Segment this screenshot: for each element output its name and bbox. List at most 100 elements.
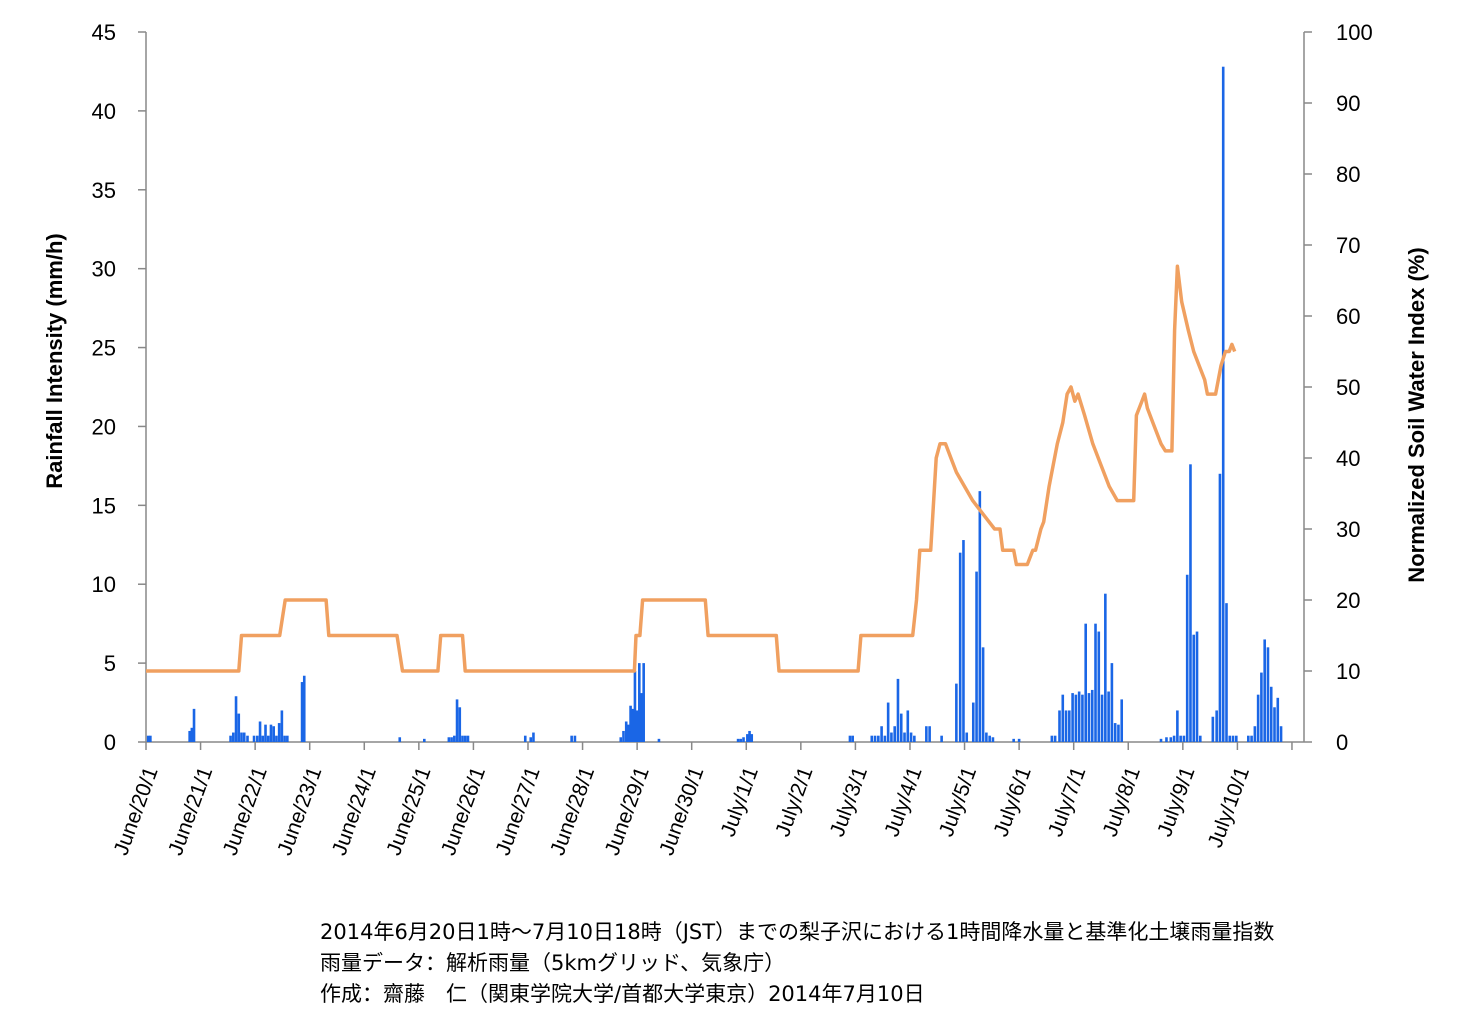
rain-bar	[627, 724, 630, 742]
x-tick-label: June/30/1	[655, 764, 708, 859]
rain-bar	[423, 738, 426, 742]
rain-bar	[229, 735, 232, 742]
rain-bar	[1228, 735, 1232, 742]
rain-bar	[1179, 735, 1182, 742]
right-tick-label: 10	[1336, 659, 1360, 684]
rain-bar	[928, 726, 931, 742]
rain-bar	[1077, 691, 1081, 742]
rain-bar	[277, 723, 281, 742]
rain-bar	[955, 683, 958, 742]
rain-bar	[529, 737, 533, 742]
rain-bar	[1159, 738, 1163, 742]
rain-bar	[913, 735, 916, 742]
x-tick-label: June/25/1	[382, 764, 435, 859]
rain-bar	[873, 735, 877, 742]
x-tick-label: July/1/1	[717, 764, 763, 840]
rain-bar	[192, 708, 196, 742]
rain-bar	[466, 735, 470, 742]
rain-bar	[633, 671, 637, 742]
rain-bar	[1276, 697, 1280, 742]
rain-bar	[1250, 735, 1253, 742]
right-tick-label: 40	[1336, 446, 1360, 471]
rain-bar	[624, 721, 628, 742]
x-tick-label: July/10/1	[1204, 764, 1254, 851]
rain-bar	[978, 491, 982, 742]
x-tick-label: July/4/1	[880, 764, 926, 840]
rain-bar	[1107, 691, 1110, 742]
rain-bar	[870, 735, 874, 742]
rain-bar	[1273, 707, 1276, 742]
rain-bar	[269, 724, 273, 742]
rain-bar	[1231, 735, 1235, 742]
rain-bar	[461, 735, 464, 742]
rain-bar	[1081, 694, 1084, 742]
rain-bar	[237, 713, 241, 742]
rain-bar	[242, 732, 246, 742]
rain-bar	[981, 647, 985, 742]
rain-bar	[1084, 623, 1087, 742]
chart-axes	[138, 31, 1312, 750]
rain-bar	[985, 732, 988, 742]
rain-bar	[638, 663, 641, 742]
left-tick-label: 10	[92, 572, 116, 597]
rain-bar	[450, 737, 453, 742]
rain-bar	[302, 675, 306, 742]
rain-bar	[1198, 735, 1202, 742]
rain-bar	[1225, 603, 1228, 742]
rain-bar	[1074, 694, 1078, 742]
rain-bar	[1104, 593, 1107, 742]
rain-bar	[240, 732, 243, 742]
rain-bar	[640, 693, 643, 742]
rain-bar	[1120, 699, 1124, 742]
rain-bar	[975, 571, 978, 742]
right-tick-label: 50	[1336, 375, 1360, 400]
rain-bar	[573, 735, 577, 742]
rain-bar	[1253, 726, 1257, 742]
rain-bar	[190, 727, 194, 742]
rain-bar	[1260, 672, 1263, 742]
rain-bar	[258, 721, 262, 742]
rain-bar	[657, 738, 661, 742]
rain-bar	[1058, 710, 1061, 742]
rain-bar	[286, 735, 289, 742]
rainfall-bars	[146, 66, 1283, 742]
rain-bar	[883, 735, 887, 742]
rain-bar	[1053, 735, 1057, 742]
rain-bar	[1279, 726, 1283, 742]
x-tick-label: June/22/1	[219, 764, 272, 859]
caption-line-1: 2014年6月20日1時～7月10日18時（JST）までの梨子沢における1時間降…	[320, 920, 1275, 944]
rain-bar	[1215, 710, 1218, 742]
rain-bar	[458, 707, 462, 742]
rain-bar	[1117, 724, 1120, 742]
rain-bar	[1182, 735, 1186, 742]
rain-bar	[622, 730, 625, 742]
rain-bar	[1218, 473, 1222, 742]
rain-bar	[523, 735, 527, 742]
left-tick-label: 35	[92, 178, 116, 203]
rain-bar	[748, 730, 751, 742]
x-tick-label: June/28/1	[546, 764, 599, 859]
rain-bar	[1050, 735, 1054, 742]
rain-bar	[1097, 631, 1101, 742]
caption-line-2: 雨量データ：解析雨量（5kmグリッド、気象庁）	[320, 951, 786, 975]
rain-bar	[1192, 634, 1196, 742]
rain-bar	[455, 699, 459, 742]
rain-bar	[283, 735, 286, 742]
rain-bar	[1110, 663, 1114, 742]
rain-bar	[447, 737, 451, 742]
rain-bar	[1012, 738, 1015, 742]
rain-bar	[925, 726, 928, 742]
rain-bar	[899, 713, 903, 742]
rain-bar	[1071, 693, 1074, 742]
caption-line-3: 作成：齋藤 仁（関東学院大学/首都大学東京）2014年7月10日	[320, 982, 925, 1006]
swi-line	[146, 264, 1237, 673]
rain-bar	[736, 738, 740, 742]
rain-bar	[300, 682, 304, 742]
rain-bar	[880, 726, 883, 742]
left-axis-title: Rainfall Intensity (mm/h)	[42, 233, 67, 488]
x-tick-label: July/2/1	[771, 764, 817, 840]
x-tick-label: July/9/1	[1153, 764, 1199, 840]
rain-bar	[275, 735, 278, 742]
rain-bar	[851, 735, 854, 742]
